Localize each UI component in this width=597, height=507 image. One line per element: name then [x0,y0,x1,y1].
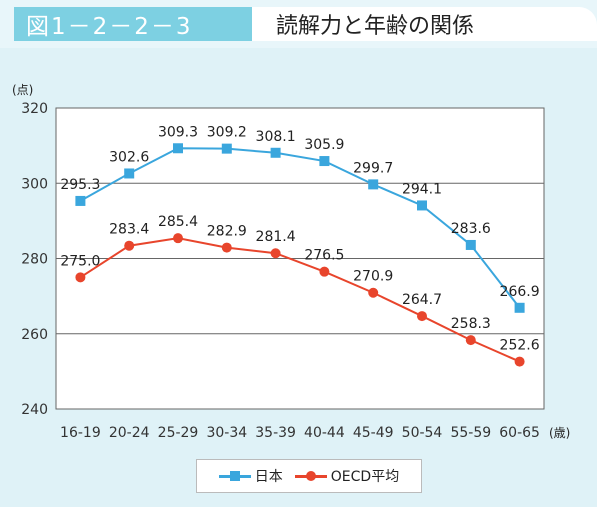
data-point-oecd [173,233,183,244]
legend-marker-circle [305,470,316,481]
legend: 日本 OECD平均 [196,459,422,493]
data-label: 309.2 [207,125,247,141]
data-point-japan [465,239,476,250]
data-label: 283.4 [109,222,149,238]
data-label: 252.6 [500,338,540,354]
x-tick-label: 20-24 [109,425,150,441]
figure-title: 読解力と年齢の関係 [252,7,597,41]
y-tick-label: 320 [21,101,48,117]
data-point-japan [75,195,86,206]
series-line-oecd [79,237,521,363]
data-label: 299.7 [353,160,393,176]
data-label: 283.6 [451,221,491,237]
data-label: 305.9 [304,137,344,153]
data-point-japan [368,179,379,190]
data-label: 309.3 [158,124,198,140]
legend-line-oecd [294,470,327,481]
data-label: 295.3 [60,177,100,193]
data-label: 302.6 [109,149,149,165]
data-point-oecd [124,240,135,251]
gridlines [56,182,544,335]
x-tick-label: 55-59 [450,425,491,441]
data-label: 282.9 [207,224,247,240]
x-tick-label: 25-29 [158,425,199,441]
data-label: 275.0 [60,253,100,269]
data-label: 266.9 [500,284,540,300]
series-layer: 295.3 302.6 309.3 309.2 308.1 305.9 299.7 294.1… [60,124,540,367]
x-tick-label: 60-65 [499,425,540,441]
legend-item-japan: 日本 [218,466,283,486]
data-point-oecd [368,287,379,298]
series-line-japan [79,147,521,309]
data-point-japan [514,302,525,313]
y-tick-label: 240 [21,402,48,418]
data-label: 264.7 [402,292,442,308]
x-axis-unit: (歳) [549,426,570,440]
y-tick-label: 280 [21,252,48,268]
legend-item-oecd: OECD平均 [294,466,400,486]
data-point-japan [270,147,281,158]
figure-header: 図1－2－2－3 読解力と年齢の関係 [0,0,597,48]
x-tick-label: 30-34 [206,425,247,441]
x-axis-ticks: 16-19 20-24 25-29 30-34 35-39 40-44 45-49 50-54… [60,425,540,441]
data-point-oecd [465,335,476,346]
data-label: 281.4 [256,229,296,245]
data-point-japan [173,143,183,154]
data-label: 285.4 [158,214,198,230]
x-tick-label: 45-49 [353,425,394,441]
data-point-oecd [514,356,525,367]
x-tick-label: 35-39 [255,425,296,441]
data-label: 258.3 [451,316,491,332]
data-point-oecd [319,266,330,277]
y-tick-label: 300 [21,176,48,192]
data-point-oecd [270,248,281,259]
figure-label: 図1－2－2－3 [14,7,252,41]
data-label: 294.1 [402,181,442,197]
legend-label-japan: 日本 [254,469,283,485]
y-axis-ticks: 240 260 280 300 320 [21,101,48,418]
data-point-japan [417,200,427,211]
y-axis-unit: (点) [12,83,33,97]
data-point-oecd [75,272,86,283]
x-tick-label: 50-54 [402,425,443,441]
x-tick-label: 40-44 [304,425,345,441]
legend-line-japan [218,470,251,481]
data-point-japan [221,143,232,154]
data-label: 276.5 [304,248,344,264]
data-label: 308.1 [256,129,296,145]
legend-marker-square [229,470,240,481]
data-point-oecd [221,242,232,253]
x-tick-label: 16-19 [60,425,101,441]
data-point-japan [124,168,135,179]
data-label: 270.9 [353,269,393,285]
legend-label-oecd: OECD平均 [330,469,400,485]
data-point-japan [319,156,330,167]
y-tick-label: 260 [21,327,48,343]
data-point-oecd [417,311,427,322]
